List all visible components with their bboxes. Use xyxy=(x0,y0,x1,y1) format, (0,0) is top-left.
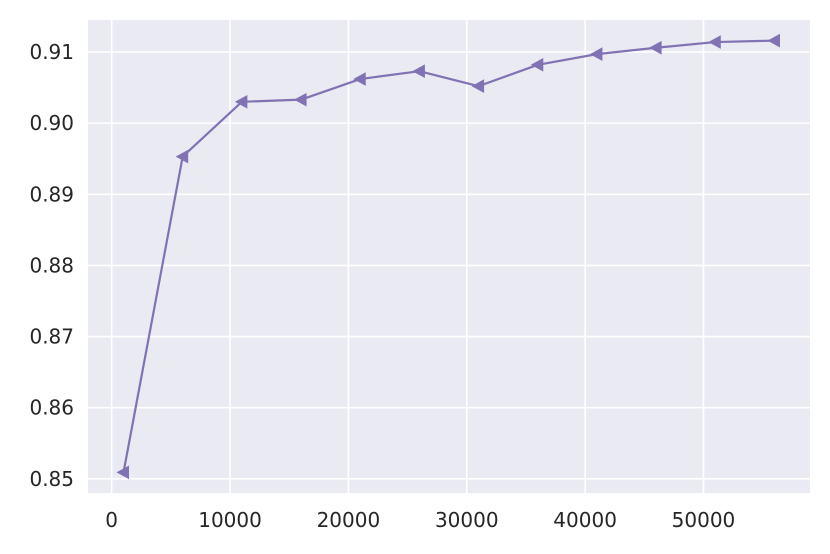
series-polyline xyxy=(122,39,775,473)
x-axis-tick-labels: 0 10000 20000 30000 40000 50000 xyxy=(105,508,735,532)
data-point-marker xyxy=(353,72,366,86)
y-tick-label: 0.91 xyxy=(29,40,74,64)
plot-area xyxy=(88,20,810,493)
data-point-marker xyxy=(471,79,485,93)
data-point-marker xyxy=(294,92,307,107)
y-tick-label: 0.86 xyxy=(29,396,74,420)
data-point-marker xyxy=(234,94,248,109)
series-line xyxy=(122,39,775,473)
y-tick-label: 0.85 xyxy=(29,467,74,491)
grid-lines xyxy=(88,20,810,493)
series-markers xyxy=(116,33,780,480)
data-point-marker xyxy=(767,33,780,48)
data-point-marker xyxy=(708,35,721,49)
x-tick-label: 50000 xyxy=(672,508,736,532)
data-point-marker xyxy=(175,149,189,164)
data-point-marker xyxy=(649,40,662,55)
x-tick-label: 10000 xyxy=(198,508,262,532)
data-point-marker xyxy=(116,465,130,480)
data-point-marker xyxy=(530,57,544,72)
y-tick-label: 0.89 xyxy=(29,182,74,206)
x-tick-label: 20000 xyxy=(317,508,381,532)
data-point-marker xyxy=(589,47,603,61)
data-point-marker xyxy=(412,64,425,79)
x-tick-label: 30000 xyxy=(435,508,499,532)
y-tick-label: 0.88 xyxy=(29,253,74,277)
y-tick-label: 0.87 xyxy=(29,325,74,349)
y-axis-tick-labels: 0.85 0.86 0.87 0.88 0.89 0.90 0.91 xyxy=(29,40,74,491)
y-tick-label: 0.90 xyxy=(29,111,74,135)
x-tick-label: 0 xyxy=(105,508,118,532)
x-tick-label: 40000 xyxy=(553,508,617,532)
